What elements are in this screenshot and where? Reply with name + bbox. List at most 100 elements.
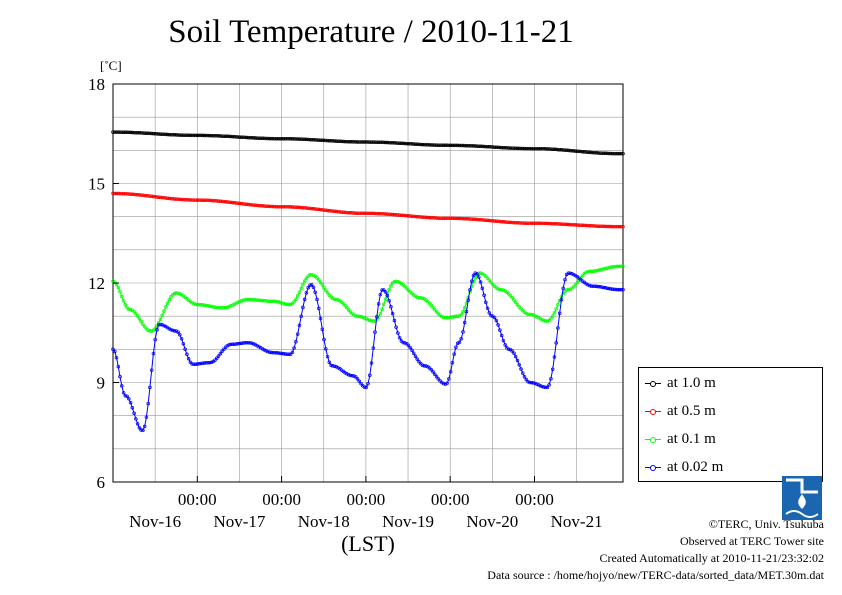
- data-point: [378, 292, 383, 297]
- data-point: [155, 195, 159, 199]
- data-point: [222, 347, 226, 351]
- data-point: [211, 133, 215, 138]
- data-point: [445, 381, 449, 386]
- data-point: [169, 295, 173, 299]
- data-point: [255, 298, 259, 302]
- data-point: [348, 373, 353, 378]
- data-point: [246, 202, 251, 207]
- data-point: [462, 306, 467, 310]
- copyright-text: ©TERC, Univ. Tsukuba: [708, 517, 824, 531]
- data-point: [128, 130, 133, 135]
- data-point: [146, 194, 150, 198]
- data-point: [572, 149, 576, 153]
- data-point: [492, 315, 497, 320]
- data-point: [619, 224, 623, 229]
- data-point: [186, 357, 191, 361]
- data-point: [311, 138, 316, 142]
- data-point: [550, 147, 555, 151]
- data-point: [598, 285, 602, 289]
- data-point: [258, 204, 263, 208]
- data-point: [617, 224, 622, 229]
- data-point: [225, 305, 230, 309]
- data-point: [343, 210, 347, 215]
- data-point: [385, 293, 390, 298]
- data-point: [260, 204, 265, 208]
- data-point: [308, 283, 312, 287]
- data-point: [543, 147, 548, 151]
- data-point: [417, 359, 421, 364]
- data-point: [267, 350, 272, 354]
- data-point: [561, 148, 565, 152]
- data-point: [243, 298, 247, 302]
- data-point: [538, 317, 543, 321]
- data-point: [121, 130, 126, 134]
- data-point: [552, 355, 557, 359]
- data-point: [540, 384, 544, 389]
- data-point: [512, 146, 516, 150]
- data-point: [204, 198, 208, 203]
- data-point: [492, 145, 497, 149]
- data-point: [132, 411, 136, 416]
- data-point: [549, 376, 553, 381]
- data-point: [234, 135, 238, 139]
- data-point: [454, 216, 458, 221]
- data-point: [255, 203, 259, 208]
- data-point: [213, 358, 217, 362]
- data-point: [204, 133, 208, 138]
- data-point: [274, 351, 279, 355]
- data-point: [127, 307, 131, 312]
- data-point: [582, 223, 587, 228]
- data-point: [229, 342, 233, 347]
- data-point: [236, 342, 240, 346]
- data-point: [392, 318, 397, 323]
- data-point: [158, 322, 163, 327]
- data-point: [141, 428, 145, 433]
- data-point: [334, 365, 339, 369]
- x-tick-time-label: 00:00: [347, 490, 386, 509]
- legend-swatch-05m: [645, 408, 661, 415]
- data-point: [294, 340, 298, 344]
- data-point: [535, 221, 539, 226]
- data-point: [209, 304, 214, 309]
- data-point: [269, 350, 274, 355]
- data-point: [600, 285, 604, 289]
- data-point: [392, 279, 397, 284]
- data-point: [290, 137, 295, 141]
- data-point: [350, 374, 354, 378]
- data-point: [447, 315, 451, 320]
- data-point: [295, 205, 300, 210]
- data-point: [517, 305, 521, 309]
- data-point: [302, 297, 307, 302]
- data-point: [135, 314, 140, 318]
- data-point: [608, 151, 613, 156]
- data-point: [587, 283, 592, 288]
- data-point: [339, 210, 344, 214]
- data-point: [387, 298, 391, 303]
- data-point: [183, 197, 187, 202]
- data-point: [404, 141, 409, 146]
- data-point: [306, 206, 310, 210]
- data-point: [308, 137, 312, 142]
- data-point: [389, 140, 393, 145]
- data-point: [452, 352, 456, 356]
- data-point: [443, 143, 448, 148]
- data-point: [355, 140, 360, 144]
- series-line: [112, 192, 623, 228]
- data-point: [459, 312, 463, 317]
- data-point: [498, 328, 502, 332]
- data-point: [397, 213, 402, 217]
- data-point: [197, 362, 201, 366]
- data-point: [209, 198, 214, 203]
- data-point: [513, 146, 518, 151]
- data-point: [420, 142, 425, 147]
- data-point: [232, 302, 237, 306]
- data-point: [267, 299, 272, 303]
- data-point: [619, 264, 623, 269]
- data-point: [368, 318, 372, 323]
- data-point: [519, 221, 523, 225]
- data-point: [375, 315, 379, 319]
- data-point: [258, 136, 263, 140]
- data-point: [322, 138, 326, 143]
- data-point: [382, 302, 386, 307]
- series-layer: [111, 130, 625, 433]
